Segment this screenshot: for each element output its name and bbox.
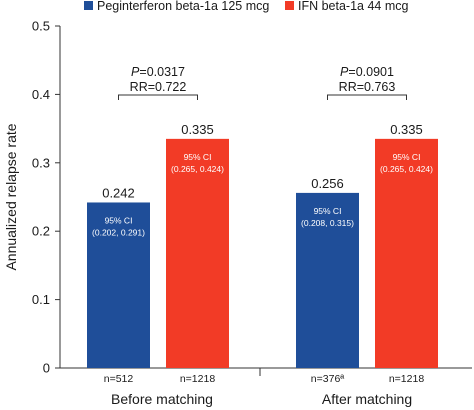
bracket-before [118, 94, 198, 100]
y-tick-label: 0.5 [32, 19, 50, 34]
n-label-peginterferon-after: n=376ª [311, 373, 344, 385]
bars: 0.242 95% CI (0.202, 0.291) n=512 0.335 95% C… [87, 122, 438, 385]
legend-label-peginterferon: Peginterferon beta-1a 125 mcg [97, 0, 269, 13]
y-tick-label: 0.1 [32, 292, 50, 307]
y-tick-label: 0.3 [32, 155, 50, 170]
ci-range-ifn-before: (0.265, 0.424) [171, 164, 224, 174]
n-label-ifn-before: n=1218 [180, 373, 215, 385]
legend-label-ifn: IFN beta-1a 44 mcg [298, 0, 409, 13]
rate-ratio-before: RR=0.722 [130, 80, 187, 94]
ci-title-peginterferon-before: 95% CI [105, 215, 133, 225]
legend-swatch-peginterferon [84, 1, 93, 10]
bar-peginterferon-after [296, 192, 359, 368]
p-value-after: P=0.0901 [340, 65, 394, 79]
y-axis-title: Annualized relapse rate [3, 123, 19, 270]
bracket-after [327, 94, 407, 100]
bar-ifn-before [166, 138, 229, 368]
value-label-ifn-after: 0.335 [390, 122, 423, 137]
y-tick-label: 0 [43, 361, 50, 376]
bar-ifn-after [375, 138, 438, 368]
n-label-peginterferon-before: n=512 [104, 373, 134, 385]
ci-title-ifn-before: 95% CI [184, 152, 212, 162]
group-label-after-matching: After matching [322, 391, 412, 407]
rate-ratio-after: RR=0.763 [339, 80, 396, 94]
bar-peginterferon-before [87, 202, 150, 368]
value-label-peginterferon-after: 0.256 [311, 176, 344, 191]
n-label-ifn-after: n=1218 [389, 373, 424, 385]
ci-range-peginterferon-before: (0.202, 0.291) [92, 227, 145, 237]
legend: Peginterferon beta-1a 125 mcg IFN beta-1… [84, 0, 409, 13]
y-tick-label: 0.4 [32, 87, 50, 102]
value-label-ifn-before: 0.335 [181, 122, 214, 137]
ci-title-peginterferon-after: 95% CI [314, 206, 342, 216]
y-tick-label: 0.2 [32, 224, 50, 239]
ci-title-ifn-after: 95% CI [393, 152, 421, 162]
ci-range-peginterferon-after: (0.208, 0.315) [301, 218, 354, 228]
group-label-before-matching: Before matching [111, 391, 213, 407]
legend-swatch-ifn [285, 1, 294, 10]
value-label-peginterferon-before: 0.242 [102, 185, 135, 200]
ci-range-ifn-after: (0.265, 0.424) [380, 164, 433, 174]
p-value-before: P=0.0317 [131, 65, 185, 79]
y-axis-ticks: 0 0.1 0.2 0.3 0.4 0.5 [32, 19, 60, 376]
